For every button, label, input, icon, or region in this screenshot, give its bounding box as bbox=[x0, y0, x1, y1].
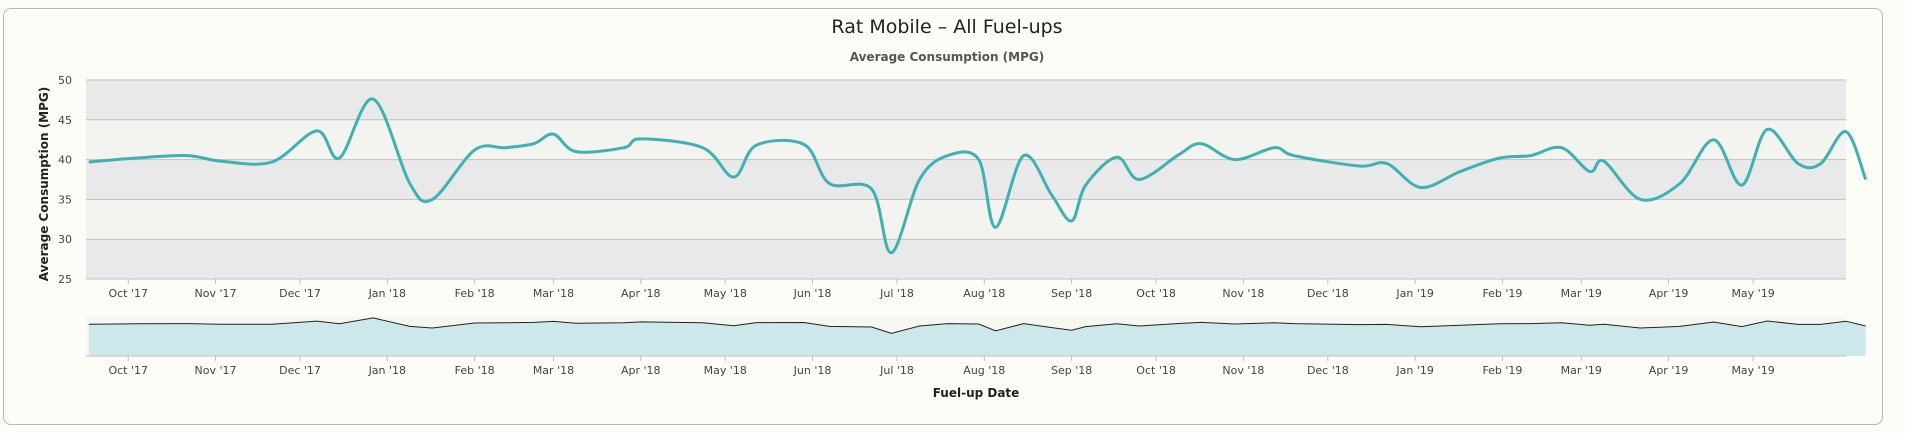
nav-tick-label: Mar '19 bbox=[1561, 364, 1602, 377]
x-tick-label: Feb '18 bbox=[455, 287, 495, 300]
x-tick-label: Feb '19 bbox=[1482, 287, 1522, 300]
x-tick-label: Jan '18 bbox=[368, 287, 406, 300]
nav-tick-label: May '19 bbox=[1731, 364, 1774, 377]
y-axis-ticks: 25 30 35 40 45 50 bbox=[58, 74, 72, 286]
nav-tick-label: Dec '17 bbox=[279, 364, 321, 377]
nav-tick-label: Aug '18 bbox=[963, 364, 1005, 377]
x-axis-ticks: Oct '17 Nov '17 Dec '17 Jan '18 Feb '18 Mar '… bbox=[108, 279, 1775, 300]
y-tick-label: 35 bbox=[58, 193, 72, 206]
x-tick-label: Apr '18 bbox=[621, 287, 661, 300]
navigator[interactable] bbox=[86, 316, 1866, 357]
y-tick-label: 25 bbox=[58, 273, 72, 286]
nav-tick-label: Jun '18 bbox=[793, 364, 832, 377]
x-tick-label: Jul '18 bbox=[879, 287, 914, 300]
series-line-group bbox=[88, 97, 1868, 255]
x-tick-label: Apr '19 bbox=[1649, 287, 1689, 300]
x-tick-label: Jan '19 bbox=[1395, 287, 1433, 300]
nav-tick-label: Jul '18 bbox=[879, 364, 914, 377]
y-tick-label: 45 bbox=[58, 114, 72, 127]
y-axis-title: Average Consumption (MPG) bbox=[37, 87, 51, 281]
x-tick-label: Dec '17 bbox=[279, 287, 321, 300]
x-tick-label: Jun '18 bbox=[793, 287, 832, 300]
navigator-area bbox=[88, 317, 1866, 356]
plot-band bbox=[86, 80, 1846, 120]
x-tick-label: Sep '18 bbox=[1051, 287, 1092, 300]
nav-tick-label: Apr '19 bbox=[1649, 364, 1689, 377]
y-tick-label: 40 bbox=[58, 154, 72, 167]
x-tick-label: Mar '18 bbox=[533, 287, 574, 300]
x-tick-label: Oct '18 bbox=[1136, 287, 1176, 300]
nav-tick-label: Nov '17 bbox=[195, 364, 237, 377]
nav-tick-label: Mar '18 bbox=[533, 364, 574, 377]
nav-tick-label: Nov '18 bbox=[1222, 364, 1264, 377]
nav-tick-label: Feb '18 bbox=[455, 364, 495, 377]
x-tick-label: Oct '17 bbox=[108, 287, 148, 300]
navigator-line bbox=[88, 317, 1866, 334]
x-tick-label: Nov '17 bbox=[195, 287, 237, 300]
nav-tick-label: Oct '17 bbox=[108, 364, 148, 377]
gridlines bbox=[86, 79, 1846, 280]
y-tick-label: 30 bbox=[58, 233, 72, 246]
x-tick-label: Dec '18 bbox=[1307, 287, 1349, 300]
nav-tick-label: May '18 bbox=[704, 364, 747, 377]
plot-background bbox=[86, 80, 1846, 279]
nav-tick-label: Sep '18 bbox=[1051, 364, 1092, 377]
nav-tick-label: Feb '19 bbox=[1482, 364, 1522, 377]
plot-band bbox=[86, 159, 1846, 200]
nav-tick-label: Apr '18 bbox=[621, 364, 661, 377]
x-tick-label: Aug '18 bbox=[963, 287, 1005, 300]
x-tick-label: Mar '19 bbox=[1561, 287, 1602, 300]
x-tick-label: May '19 bbox=[1731, 287, 1774, 300]
series-line bbox=[88, 97, 1868, 255]
y-tick-label: 50 bbox=[58, 74, 72, 87]
chart-title: Rat Mobile – All Fuel-ups bbox=[831, 16, 1062, 38]
x-axis-title: Fuel-up Date bbox=[933, 386, 1020, 400]
navigator-ticks: Oct '17 Nov '17 Dec '17 Jan '18 Feb '18 Mar '… bbox=[108, 356, 1775, 377]
nav-tick-label: Oct '18 bbox=[1136, 364, 1176, 377]
x-tick-label: May '18 bbox=[704, 287, 747, 300]
nav-tick-label: Jan '18 bbox=[368, 364, 406, 377]
plot-band bbox=[86, 239, 1846, 279]
nav-tick-label: Jan '19 bbox=[1395, 364, 1433, 377]
x-tick-label: Nov '18 bbox=[1222, 287, 1264, 300]
nav-tick-label: Dec '18 bbox=[1307, 364, 1349, 377]
chart-subtitle: Average Consumption (MPG) bbox=[850, 50, 1044, 64]
